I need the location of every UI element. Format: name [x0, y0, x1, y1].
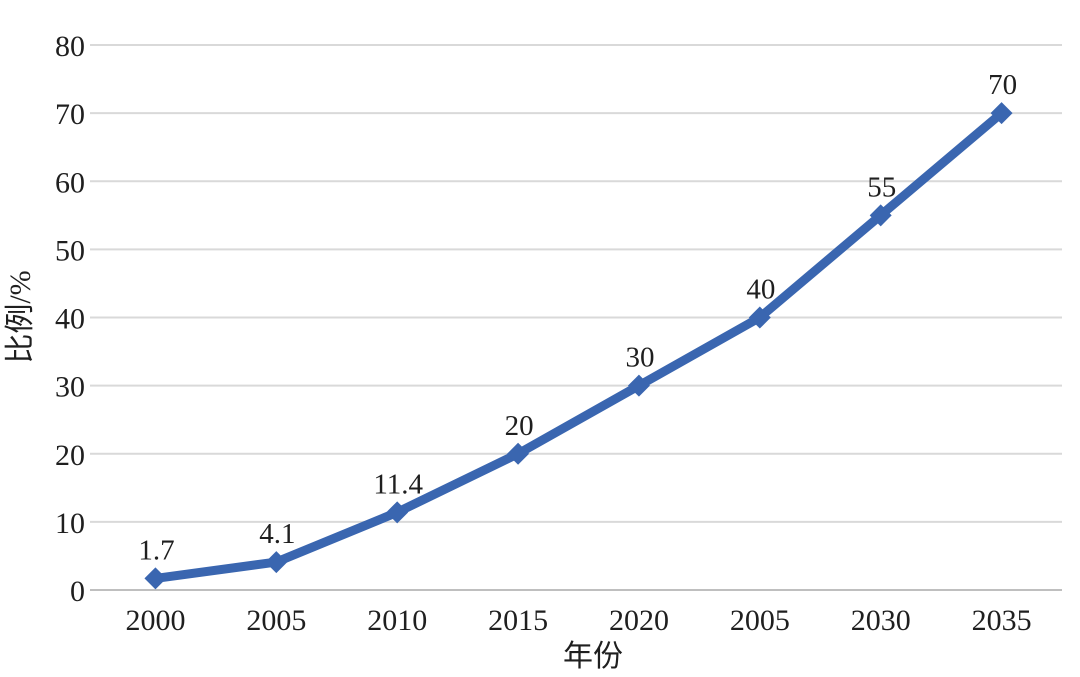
y-tick-label: 30	[55, 371, 85, 404]
data-point-marker	[144, 567, 167, 590]
series-group	[144, 102, 1013, 590]
y-axis-title: 比例/%	[4, 270, 37, 363]
data-point-label: 20	[505, 410, 534, 442]
data-point-marker	[990, 102, 1013, 125]
x-tick-label: 2030	[851, 604, 911, 637]
x-tick-label: 2005	[730, 604, 790, 637]
data-point-marker	[507, 442, 530, 465]
x-tick-labels-group: 2000 2005 2010 2015 2020 2005 2030 2035	[125, 604, 1031, 637]
y-tick-label: 20	[55, 439, 85, 472]
data-point-marker	[869, 204, 892, 227]
x-tick-label: 2020	[609, 604, 669, 637]
x-axis-title: 年份	[563, 640, 623, 673]
y-tick-label: 50	[55, 234, 85, 267]
x-tick-label: 2010	[367, 604, 427, 637]
x-tick-label: 2015	[488, 604, 548, 637]
data-point-marker	[627, 374, 650, 397]
y-tick-label: 0	[70, 575, 85, 608]
y-tick-label: 80	[55, 30, 85, 63]
data-point-label: 4.1	[259, 518, 295, 550]
data-point-label: 30	[625, 342, 654, 374]
x-tick-label: 2035	[972, 604, 1032, 637]
y-tick-labels-group: 0 10 20 30 40 50 60 70 80	[55, 30, 85, 608]
y-tick-label: 10	[55, 507, 85, 540]
data-point-label: 40	[746, 274, 775, 306]
data-point-label: 1.7	[138, 534, 174, 566]
data-point-marker	[386, 501, 409, 524]
data-point-marker	[748, 306, 771, 329]
series-line	[150, 108, 1007, 583]
data-labels-group: 1.7 4.1 11.4 20 30 40 55 70	[138, 69, 1017, 566]
y-tick-label: 60	[55, 166, 85, 199]
gridlines-group	[90, 44, 1062, 591]
x-tick-label: 2000	[125, 604, 185, 637]
data-point-label: 55	[867, 171, 896, 203]
y-tick-label: 70	[55, 98, 85, 131]
data-point-marker	[265, 551, 288, 574]
x-tick-label: 2005	[246, 604, 306, 637]
data-point-label: 11.4	[373, 468, 423, 500]
data-point-label: 70	[988, 69, 1017, 101]
y-tick-label: 40	[55, 303, 85, 336]
